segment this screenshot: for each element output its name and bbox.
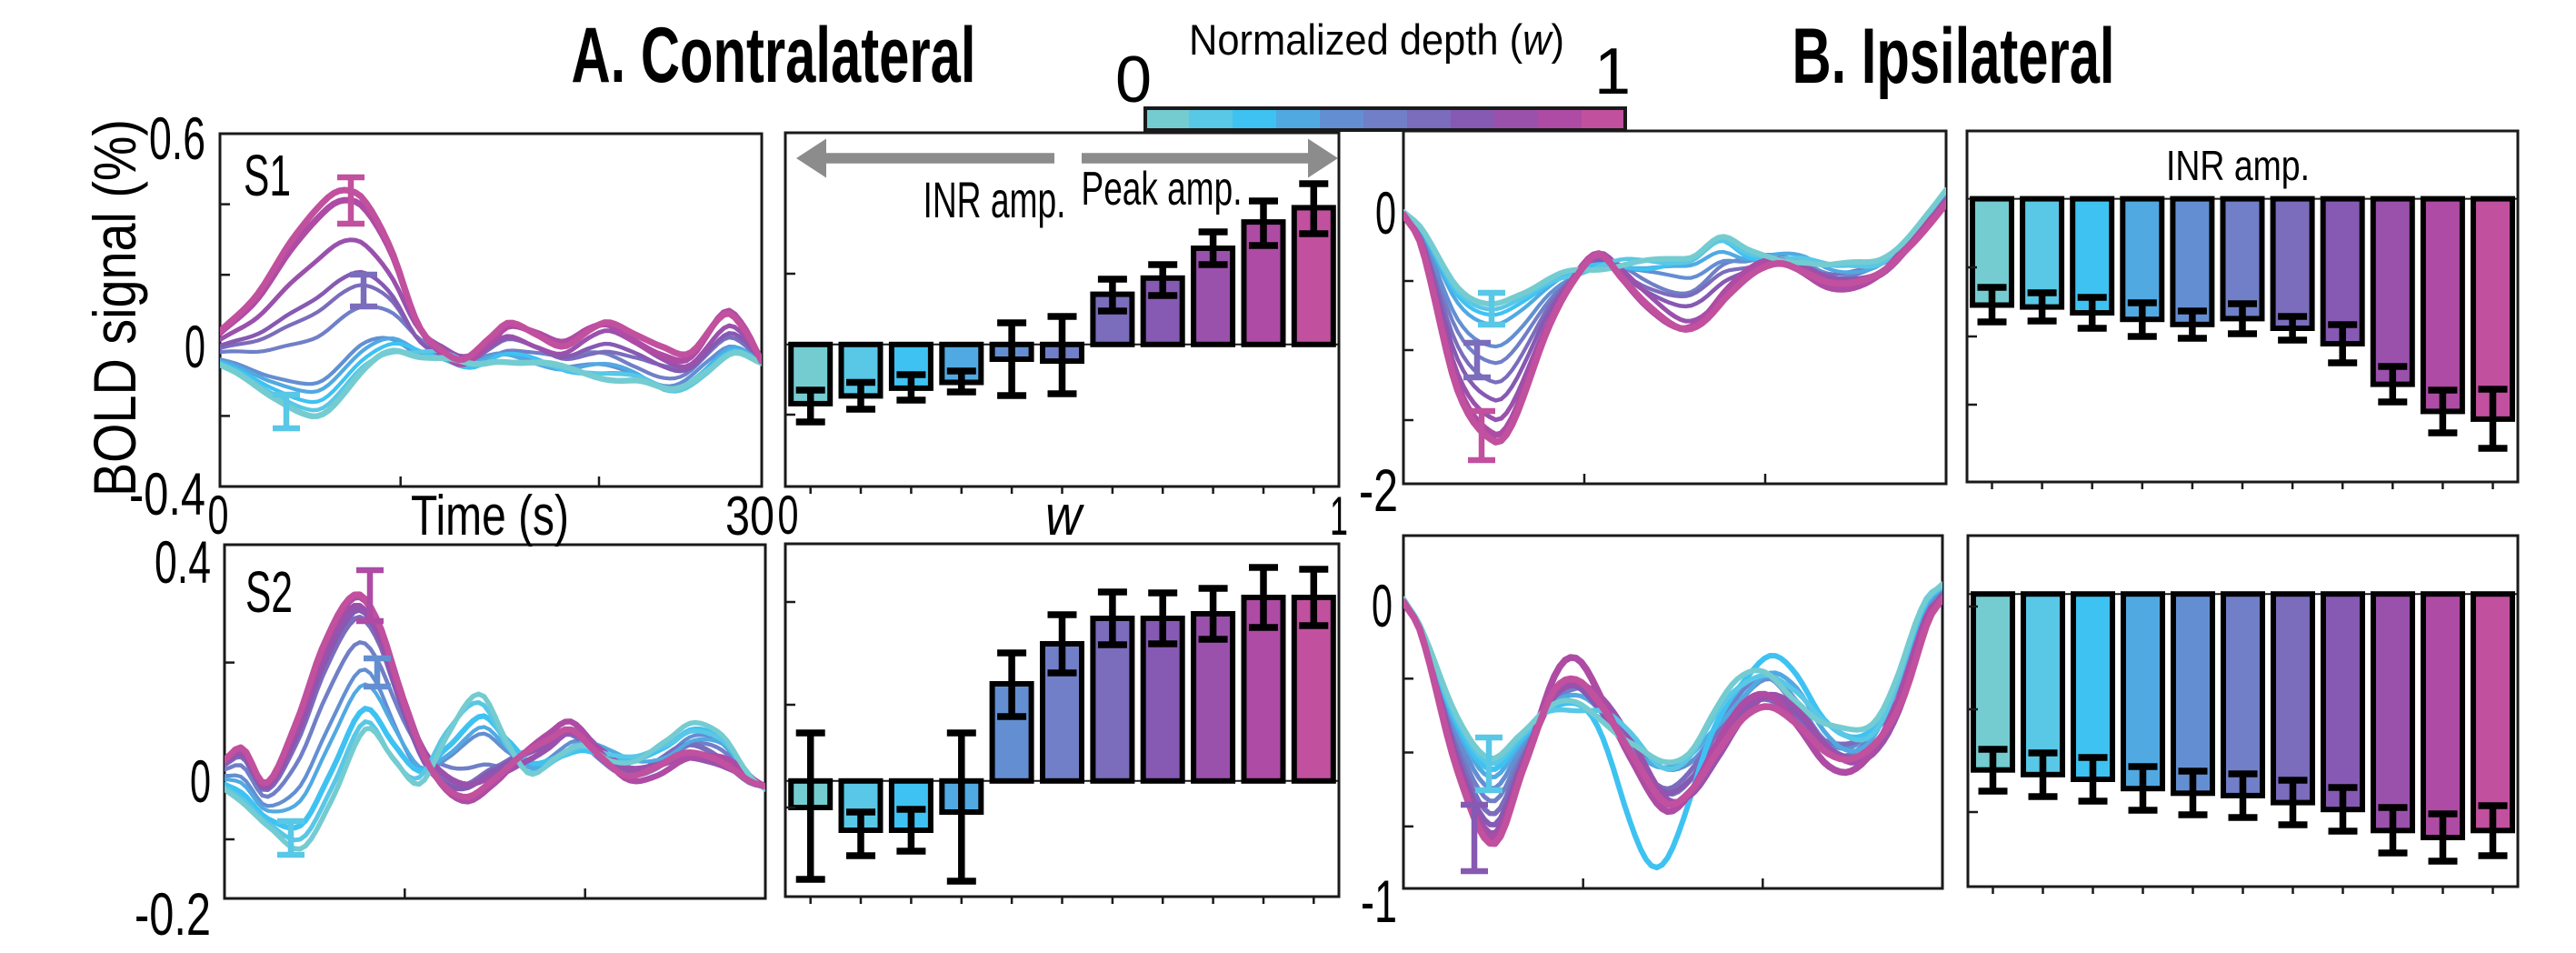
svg-text:Time (s): Time (s) — [411, 485, 569, 547]
svg-text:Normalized depth (w): Normalized depth (w) — [1189, 15, 1564, 64]
svg-text:B. Ipsilateral: B. Ipsilateral — [1792, 13, 2115, 100]
svg-text:S2: S2 — [245, 559, 293, 625]
svg-text:A. Contralateral: A. Contralateral — [572, 12, 976, 99]
svg-text:30: 30 — [725, 486, 774, 547]
svg-text:0: 0 — [1372, 572, 1393, 639]
svg-text:0.6: 0.6 — [149, 105, 205, 172]
svg-text:0: 0 — [190, 747, 211, 815]
svg-text:0: 0 — [1375, 179, 1396, 246]
svg-text:1: 1 — [1330, 486, 1348, 547]
svg-text:Peak amp.: Peak amp. — [1082, 163, 1243, 216]
svg-text:INR amp.: INR amp. — [924, 171, 1066, 228]
svg-text:0: 0 — [1115, 44, 1152, 116]
svg-text:0: 0 — [778, 485, 799, 546]
svg-text:0.4: 0.4 — [155, 528, 211, 596]
svg-text:0: 0 — [208, 485, 229, 546]
svg-text:-0.4: -0.4 — [129, 460, 205, 527]
svg-text:S1: S1 — [244, 143, 291, 208]
svg-text:-1: -1 — [1361, 868, 1397, 935]
svg-text:-2: -2 — [1359, 456, 1398, 524]
svg-text:0: 0 — [185, 313, 205, 380]
svg-text:w: w — [1045, 485, 1085, 547]
svg-text:1: 1 — [1594, 35, 1631, 108]
svg-text:-0.2: -0.2 — [135, 880, 211, 948]
svg-text:BOLD signal (%): BOLD signal (%) — [81, 119, 148, 497]
svg-text:INR amp.: INR amp. — [2166, 142, 2310, 189]
